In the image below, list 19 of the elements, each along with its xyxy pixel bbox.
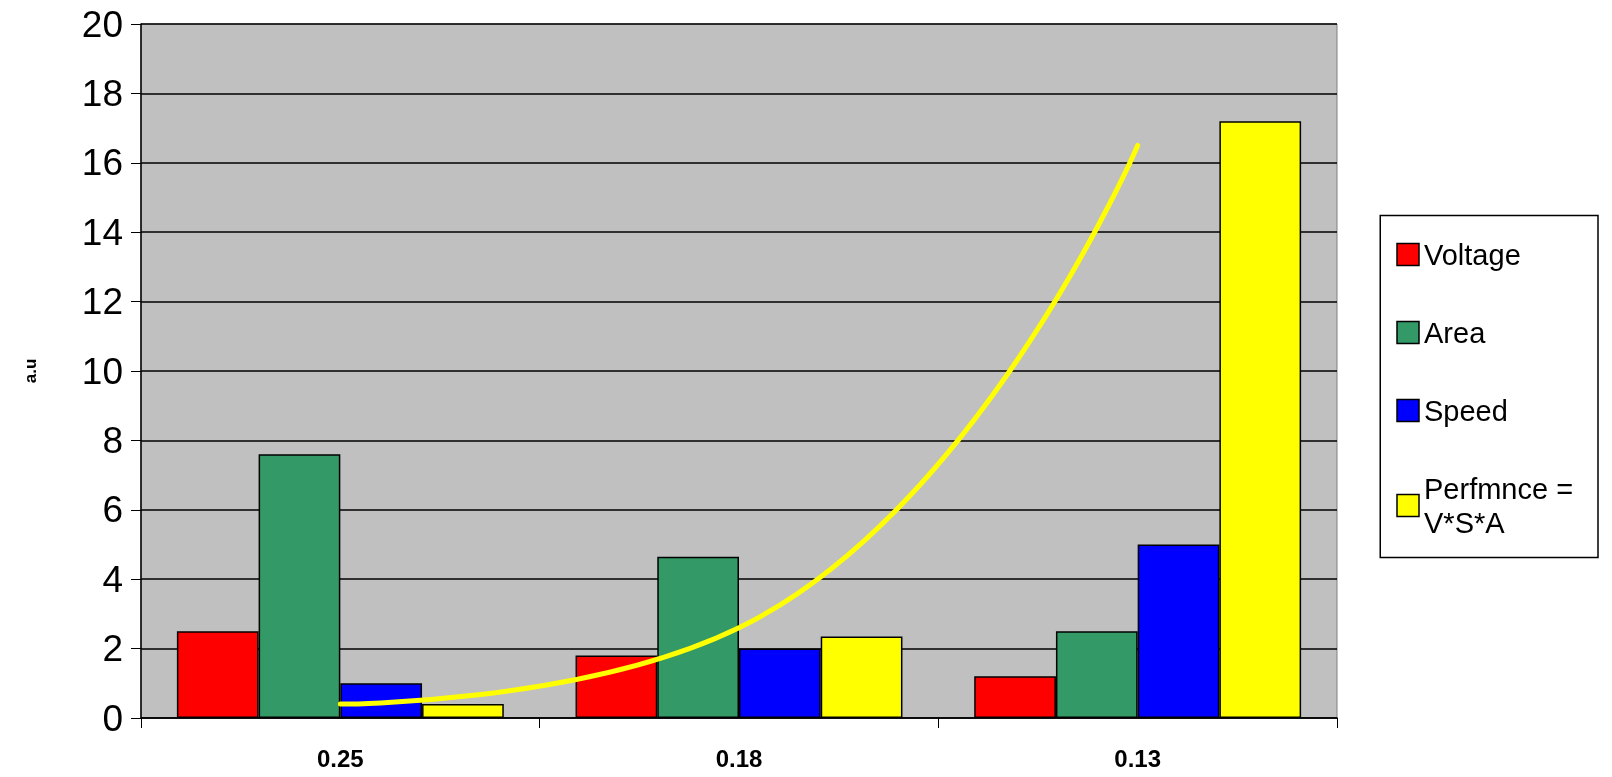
y-tick-label: 10 [81,350,123,392]
y-tick-label: 8 [102,419,123,461]
legend-label: Speed [1424,394,1508,427]
x-tick-label: 0.13 [1114,744,1162,772]
legend-label: Perfmnce = V*S*A [1424,472,1582,539]
x-tick-label: 0.25 [316,744,364,772]
y-tick-label: 12 [81,281,123,323]
y-tick-label: 14 [81,211,123,253]
legend-label: Voltage [1424,238,1521,271]
legend-label: Area [1424,316,1487,349]
y-axis-title: a.u [21,358,40,384]
y-tick-label: 2 [102,628,123,670]
y-tick-label: 0 [102,697,123,739]
y-tick-label: 20 [81,3,123,45]
y-tick-label: 4 [102,558,123,600]
y-tick-label: 6 [102,489,123,531]
x-tick-label: 0.18 [715,744,763,772]
y-tick-label: 18 [81,72,123,114]
y-tick-label: 16 [81,142,123,184]
